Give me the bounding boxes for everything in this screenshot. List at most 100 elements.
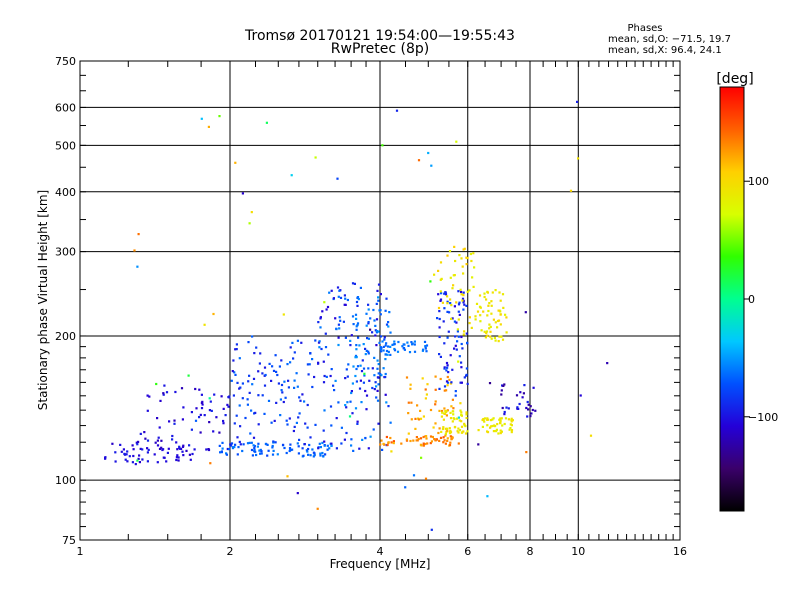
data-point [382,367,385,370]
data-point [190,428,193,431]
data-point [337,336,340,339]
data-point [297,416,300,419]
data-point [235,343,238,346]
data-point [474,318,477,321]
data-point [345,431,348,435]
data-point [319,326,322,329]
data-point [409,439,412,443]
data-point [319,452,322,455]
data-point [484,336,487,339]
data-point [377,383,380,386]
data-point [259,452,262,455]
y-tick-label: 400 [55,186,76,199]
data-point [460,257,463,260]
data-point [274,441,277,444]
data-point [479,320,482,323]
data-point [366,337,369,340]
data-point [454,390,457,393]
data-point [355,344,358,347]
data-point [138,454,141,457]
data-point [414,427,417,430]
data-point [307,453,310,456]
data-point [507,418,510,421]
data-point [500,430,503,433]
data-point [458,429,462,432]
data-point [119,443,122,446]
data-point [441,411,444,414]
data-point [486,417,489,420]
data-point [434,388,437,391]
data-point [460,413,463,416]
data-point [246,403,249,406]
data-point [446,439,449,442]
data-point [317,362,320,365]
data-point [250,211,253,214]
data-point [365,324,368,327]
data-point [362,367,366,370]
data-point [483,295,486,299]
data-point [424,397,427,400]
data-point [444,291,447,294]
data-point [352,323,355,326]
data-point [311,448,314,451]
data-point [438,335,441,339]
data-point [356,296,360,299]
data-point [146,439,150,442]
data-point [338,316,341,319]
data-point [363,374,366,377]
data-point [449,382,453,385]
data-point [386,353,389,356]
data-point [576,100,579,103]
data-point [175,458,178,462]
data-point [464,425,467,428]
data-point [461,297,465,300]
data-point [257,442,260,445]
data-point [364,347,367,350]
data-point [451,317,454,320]
data-point [298,396,301,399]
data-point [499,429,502,432]
data-point [497,309,500,312]
data-point [444,432,447,435]
data-point [235,414,238,417]
data-point [460,342,463,346]
data-point [181,445,185,448]
data-point [351,282,355,285]
data-point [432,426,435,429]
data-point [449,441,452,444]
data-point [489,335,492,338]
stats-line-x: mean, sd,X: 96.4, 24.1 [608,45,722,56]
data-point [486,418,489,421]
data-point [460,411,463,414]
data-point [374,329,377,332]
data-point [424,347,427,350]
data-point [379,313,382,316]
data-point [344,336,347,339]
data-point [181,418,184,421]
data-point [446,310,449,313]
data-point [200,393,203,396]
data-point [381,448,384,451]
data-point [425,344,429,347]
data-point [296,385,299,388]
data-point [187,374,190,377]
data-point [457,310,460,313]
data-point [177,456,180,459]
data-point [490,312,493,315]
data-point [356,365,360,368]
data-point [241,382,244,385]
data-point [298,412,301,415]
data-point [387,441,390,444]
data-point [379,293,382,296]
data-point [339,319,342,322]
data-point [120,450,123,453]
data-point [438,439,441,442]
data-point [236,381,239,384]
data-point [376,376,379,379]
data-point [496,326,499,329]
data-point [350,391,353,395]
data-point [499,421,502,425]
data-point [358,387,362,390]
data-point [354,356,357,359]
